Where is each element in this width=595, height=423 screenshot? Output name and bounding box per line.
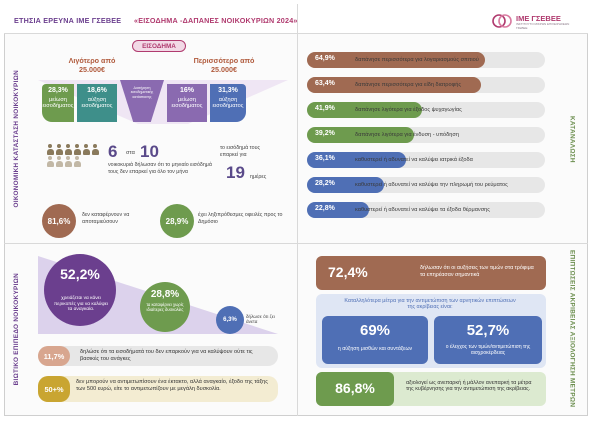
consumption-bar-pct: 36,1%	[315, 155, 335, 162]
vertical-divider	[297, 4, 298, 416]
measure-price-control: 52,7% ο έλεγχος των τιμών/αντιμετώπιση τ…	[434, 316, 542, 364]
measure-wages: 69% η αύξηση μισθών και συντάξεων	[322, 316, 428, 364]
person-icon	[55, 144, 63, 155]
arrears-text: έχει ληξιπρόθεσμες οφειλές προς το Δημόσ…	[198, 212, 283, 225]
people-grid	[46, 144, 102, 167]
side-label-consumption: ΚΑΤΑΝΑΛΩΣΗ	[568, 115, 576, 163]
measures-header: Καταλληλότερα μέτρα για την αντιμετώπιση…	[344, 298, 516, 311]
person-icon	[82, 144, 90, 155]
consumption-bar-fill	[307, 127, 414, 143]
income-block-1: 28,3% μείωση εισοδήματος	[42, 84, 74, 122]
living-main-text: χρειάζεται να κάνει περικοπές για να καλ…	[54, 296, 108, 313]
consumption-bar-label: δαπάνησε περισσότερα για λογαριασμούς σπ…	[355, 56, 479, 63]
living-low-circle: 6,3%	[216, 306, 244, 334]
strip-emergency: 50+% δεν μπορούν να αντιμετωπίσουν ένα έ…	[38, 376, 278, 402]
days-text: το εισόδημά τους επαρκεί για	[220, 145, 261, 158]
consumption-bar-label: καθυστερεί ή αδυνατεί να καλύψει τα έξοδ…	[355, 206, 490, 213]
consumption-bar-fill	[307, 52, 485, 68]
income-funnel-shape	[38, 80, 288, 124]
gov-measures-text: αξιολογεί ως ανεπαρκή ή μάλλον ανεπαρκή …	[406, 380, 532, 393]
person-icon	[64, 144, 72, 155]
consumption-bar-pct: 22,8%	[315, 205, 335, 212]
days-number: 19	[226, 163, 245, 182]
ratio-numerator: 6	[108, 142, 118, 161]
living-main-circle: 52,2%	[44, 254, 116, 326]
consumption-bar-row: 63,4% δαπάνησε περισσότερα για είδη διατρ…	[307, 77, 545, 93]
ratio-denominator: 10	[140, 142, 159, 161]
person-icon	[46, 156, 54, 167]
horizontal-divider	[4, 243, 588, 244]
consumption-bar-label: δαπάνησε περισσότερα για είδη διατροφής	[355, 81, 462, 88]
threshold-more: Περισσότερο από 25.000€	[193, 56, 255, 74]
consumption-bar-pct: 39,2%	[315, 130, 335, 137]
person-icon	[73, 156, 81, 167]
ratio-separator: στα	[126, 150, 135, 156]
income-label: ΕΙΣΟΔΗΜΑ	[132, 40, 186, 52]
strip-basic-needs: 11,7% δηλώσε ότι τα εισοδήματά του δεν ε…	[38, 346, 278, 366]
consumption-bar-fill	[307, 102, 422, 118]
consumption-bar-pct: 41,9%	[315, 105, 335, 112]
consumption-bar-fill	[307, 77, 481, 93]
consumption-bar-label: καθυστερεί ή αδυνατεί να καλύψει ιατρικά…	[355, 156, 473, 163]
consumption-bar-row: 39,2% δαπάνησε λιγότερα για ένδυση - υπόδ…	[307, 127, 545, 143]
consumption-bar-fill	[307, 202, 369, 218]
arrears-circle: 28,9%	[160, 204, 194, 238]
consumption-bar-row: 28,2% καθυστερεί ή αδυνατεί να καλύψει τη…	[307, 177, 545, 193]
consumption-bar-label: δαπάνησε λιγότερα για έξοδος ψυχαγωγίας	[355, 106, 462, 113]
logo-subtitle: ΙΝΣΤΙΤΟΥΤΟ ΜΙΚΡΩΝ ΕΠΙΧΕΙΡΗΣΕΩΝ ΓΣΕΒΕΕ	[516, 22, 570, 30]
days-unit: ημέρες	[250, 174, 267, 180]
consumption-bar-row: 41,9% δαπάνησε λιγότερα για έξοδος ψυχαγω…	[307, 102, 545, 118]
consumption-bar-row: 22,8% καθυστερεί ή αδυνατεί να καλύψει τα…	[307, 202, 545, 218]
savings-text: δεν καταφέρνουν να αποταμιεύσουν	[82, 212, 130, 225]
consumption-bar-fill	[307, 152, 406, 168]
consumption-bar-fill	[307, 177, 384, 193]
person-icon	[64, 156, 72, 167]
savings-circle: 81,6%	[42, 204, 76, 238]
price-impact-text: δήλωσαν ότι οι αυξήσεις των τιμών στα τρ…	[420, 265, 534, 278]
side-label-measures: ΕΠΙΠΤΩΣΕΙΣ ΑΚΡΙΒΕΙΑΣ ΑΞΙΟΛΟΓΗΣΗ ΜΕΤΡΩΝ	[568, 250, 576, 408]
organization-logo-icon	[492, 14, 512, 28]
income-block-5: 31,3% αύξηση εισοδήματος	[210, 84, 246, 122]
income-block-4: 16% μείωση εισοδήματος	[167, 84, 207, 122]
ratio-text: νοικοκυριά δήλωσαν ότι το μηνιαίο εισόδη…	[108, 162, 212, 175]
logo-text: ΙΜΕ ΓΣΕΒΕΕ	[516, 14, 561, 23]
person-icon	[55, 156, 63, 167]
consumption-bar-pct: 63,4%	[315, 80, 335, 87]
gov-measures-pct-box: 86,8%	[316, 372, 394, 406]
survey-title: ΕΤΗΣΙΑ ΕΡΕΥΝΑ ΙΜΕ ΓΣΕΒΕΕ	[14, 16, 122, 25]
person-icon	[46, 144, 54, 155]
consumption-bar-pct: 28,2%	[315, 180, 335, 187]
person-icon	[91, 144, 99, 155]
side-label-living: ΒΙΩΤΙΚΟ ΕΠΙΠΕΔΟ ΝΟΙΚΟΚΥΡΙΩΝ	[12, 272, 20, 386]
consumption-bar-row: 64,9% δαπάνησε περισσότερα για λογαριασμο…	[307, 52, 545, 68]
consumption-bar-pct: 64,9%	[315, 55, 335, 62]
living-mid-text: τα καταφέρνει χωρίς ιδιαίτερες δυσκολίες	[146, 302, 184, 312]
price-impact-pct: 72,4%	[328, 264, 368, 280]
person-icon	[73, 144, 81, 155]
consumption-bar-label: δαπάνησε λιγότερα για ένδυση - υπόδηση	[355, 131, 459, 138]
header: ΕΤΗΣΙΑ ΕΡΕΥΝΑ ΙΜΕ ΓΣΕΒΕΕ «ΕΙΣΟΔΗΜΑ -ΔΑΠΑ…	[4, 4, 588, 34]
consumption-bar-row: 36,1% καθυστερεί ή αδυνατεί να καλύψει ια…	[307, 152, 545, 168]
living-low-text: δήλωσε ότι ζει άνετα	[246, 314, 275, 325]
topic-title: «ΕΙΣΟΔΗΜΑ -ΔΑΠΑΝΕΣ ΝΟΙΚΟΚΥΡΙΩΝ 2024»	[134, 16, 298, 25]
side-label-economic: ΟΙΚΟΝΟΜΙΚΗ ΚΑΤΑΣΤΑΣΗ ΝΟΙΚΟΚΥΡΙΩΝ	[12, 70, 20, 208]
consumption-bar-label: καθυστερεί ή αδυνατεί να καλύψει την πλη…	[355, 181, 508, 188]
living-mid-circle: 28,8%	[140, 282, 190, 332]
price-impact-box: 72,4% δήλωσαν ότι οι αυξήσεις των τιμών …	[316, 256, 546, 290]
income-block-2: 18,6% αύξηση εισοδήματος	[77, 84, 117, 122]
threshold-less: Λιγότερο από 25.000€	[68, 56, 116, 74]
gov-measures-box: 86,8% αξιολογεί ως ανεπαρκή ή μάλλον ανε…	[316, 372, 546, 406]
